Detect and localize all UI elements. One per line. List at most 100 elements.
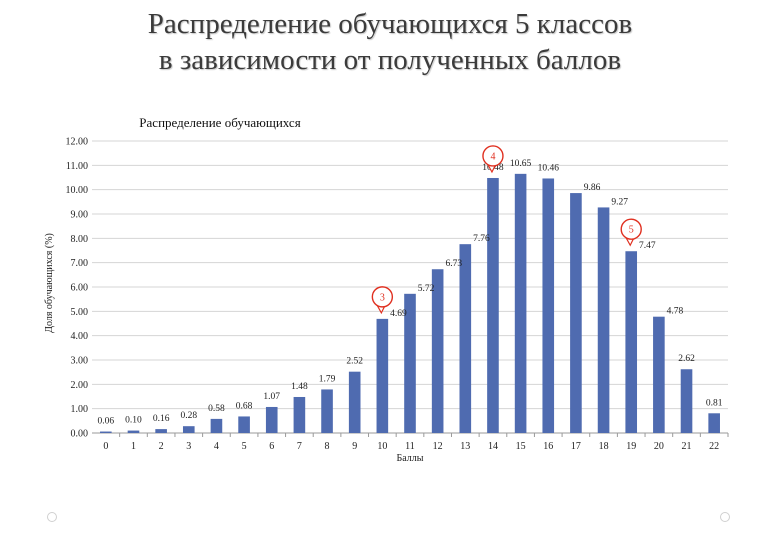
y-tick-label: 3.00 [71, 356, 89, 367]
data-label: 1.07 [263, 392, 280, 402]
data-label: 2.62 [678, 354, 695, 364]
bar [680, 369, 693, 433]
data-label: 5.72 [418, 284, 435, 294]
grade-markers: 3 4 5 [371, 145, 642, 315]
y-tick-label: 7.00 [71, 258, 89, 269]
bar [597, 207, 610, 433]
data-label: 4.78 [667, 307, 684, 317]
bar [293, 396, 306, 433]
data-label: 7.47 [639, 241, 656, 251]
data-label: 0.10 [125, 416, 142, 426]
y-tick-label: 10.00 [66, 185, 89, 196]
data-label: 0.68 [236, 401, 253, 411]
x-axis-ticks: 0 1 2 3 4 5 6 7 8 9 10 11 12 13 14 15 16 17 18 19 20 21 22 [103, 433, 729, 452]
bar [127, 430, 140, 433]
data-label: 1.79 [319, 374, 336, 384]
x-tick-label: 16 [543, 441, 553, 452]
data-label: 10.65 [510, 159, 532, 169]
x-tick-label: 5 [242, 441, 247, 452]
bar [376, 318, 389, 433]
slide-title: Распределение обучающихся 5 классов в за… [0, 6, 780, 78]
data-label: 2.52 [346, 357, 363, 367]
bar [625, 251, 638, 433]
grade-marker: 3 [371, 286, 394, 315]
bar [459, 244, 472, 433]
x-axis-label: Баллы [397, 453, 424, 464]
y-tick-label: 9.00 [71, 210, 89, 221]
x-tick-label: 20 [654, 441, 664, 452]
bar [570, 193, 582, 433]
slide-title-line-1: Распределение обучающихся 5 классов [147, 8, 633, 40]
x-tick-label: 11 [405, 441, 415, 452]
bar [210, 418, 223, 433]
bar [431, 269, 444, 433]
x-tick-label: 7 [297, 441, 302, 452]
y-tick-label: 12.00 [66, 137, 89, 148]
x-tick-label: 10 [377, 441, 387, 452]
grade-marker-label: 5 [629, 225, 634, 236]
bar [404, 293, 416, 433]
bar [514, 173, 527, 433]
data-label: 9.86 [584, 183, 601, 193]
chart-title: Распределение обучающихся [139, 115, 300, 130]
x-tick-label: 14 [488, 441, 498, 452]
bar [708, 413, 720, 433]
gridlines [92, 140, 728, 434]
data-label: 0.81 [706, 398, 723, 408]
x-tick-label: 15 [516, 441, 526, 452]
grade-marker: 5 [620, 218, 642, 247]
grade-marker-label: 4 [490, 151, 495, 162]
nav-dot-right [720, 512, 730, 522]
data-label: 0.58 [208, 404, 225, 414]
y-tick-label: 11.00 [66, 161, 88, 172]
x-tick-label: 3 [186, 441, 191, 452]
data-label: 0.06 [98, 417, 115, 427]
bar [265, 406, 278, 433]
x-tick-label: 13 [460, 441, 470, 452]
y-tick-label: 5.00 [71, 307, 89, 318]
x-tick-label: 2 [159, 441, 164, 452]
grade-marker-label: 3 [380, 292, 385, 303]
y-axis-ticks: 0.00 1.00 2.00 3.00 4.00 5.00 6.00 7.00 8.00 9.00… [66, 137, 89, 440]
data-label: 0.28 [180, 411, 197, 421]
bar [542, 178, 555, 433]
x-tick-label: 9 [352, 441, 357, 452]
data-label: 0.16 [153, 414, 170, 424]
data-label: 6.73 [445, 259, 462, 269]
y-tick-label: 0.00 [71, 429, 89, 440]
bar [653, 316, 665, 433]
grade-marker: 4 [482, 145, 504, 174]
data-label: 1.48 [291, 382, 308, 392]
x-tick-label: 18 [599, 441, 609, 452]
bar [348, 371, 361, 433]
x-tick-label: 4 [214, 441, 219, 452]
x-tick-label: 19 [626, 441, 636, 452]
y-tick-label: 1.00 [71, 404, 89, 415]
slide-title-line-2: в зависимости от полученных баллов [158, 44, 622, 76]
data-label: 10.46 [538, 163, 560, 173]
y-tick-label: 8.00 [71, 234, 89, 245]
x-tick-label: 0 [103, 441, 108, 452]
data-label: 7.76 [473, 234, 490, 244]
y-tick-label: 2.00 [71, 380, 89, 391]
x-tick-label: 21 [682, 441, 692, 452]
x-tick-label: 12 [433, 441, 443, 452]
data-label: 4.69 [390, 309, 407, 319]
bar [155, 429, 167, 433]
y-tick-label: 6.00 [71, 283, 89, 294]
bar [238, 416, 250, 433]
bar [321, 389, 333, 433]
bar [100, 431, 112, 433]
bar [182, 426, 195, 433]
y-axis-label: Доля обучающихся (%) [44, 233, 55, 333]
x-tick-label: 17 [571, 441, 581, 452]
bars [100, 173, 720, 433]
nav-dot-left [47, 512, 57, 522]
x-tick-label: 1 [131, 441, 136, 452]
data-label: 9.27 [611, 197, 628, 207]
x-tick-label: 6 [269, 441, 274, 452]
bar [487, 177, 499, 433]
y-tick-label: 4.00 [71, 331, 89, 342]
x-tick-label: 8 [325, 441, 330, 452]
